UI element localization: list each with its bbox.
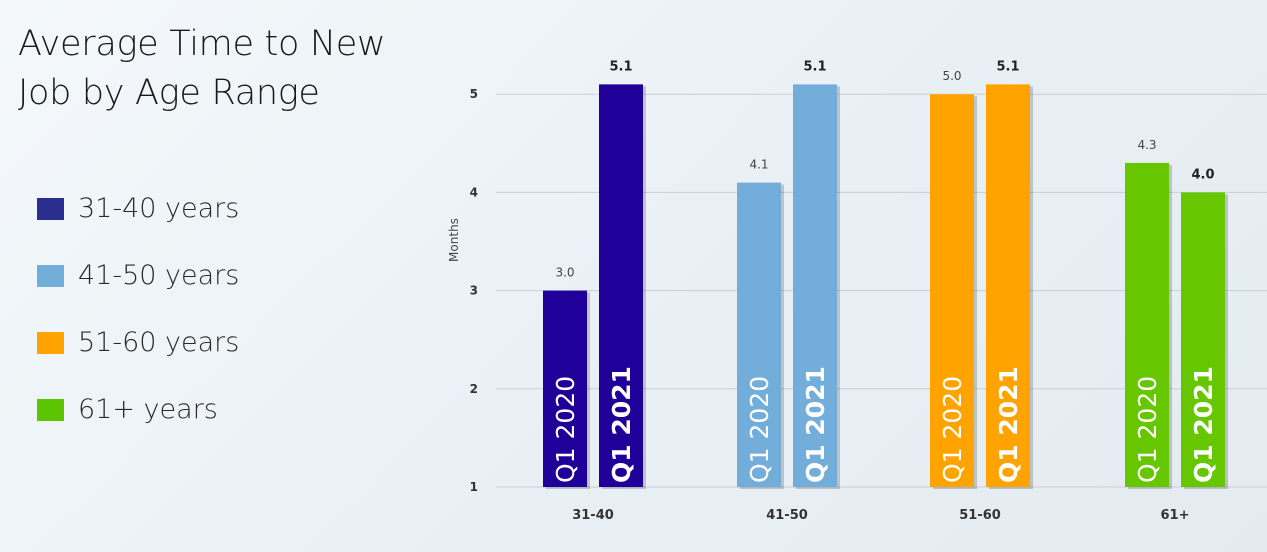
legend-item-41-50: 41-50 years [37,242,239,309]
bar [986,84,1030,487]
bar [793,84,837,487]
bar-series-label: Q1 2020 [938,376,967,483]
legend-label: 41-50 years [78,260,240,291]
y-tick-label: 4 [470,185,478,199]
legend-swatch [37,264,64,287]
legend-item-61-plus: 61+ years [37,376,239,443]
bar-series-label: Q1 2020 [1133,376,1162,483]
value-label: 3.0 [555,266,574,280]
bar [1125,162,1169,487]
bar [930,94,974,487]
legend-swatch [37,197,64,220]
bar [543,290,587,487]
bar-series-label: Q1 2020 [745,376,774,483]
bar-series-label: Q1 2020 [551,376,580,483]
value-label: 4.3 [1137,138,1156,152]
bar-series-label: Q1 2021 [1189,366,1218,483]
chart-title: Average Time to New Job by Age Range [18,24,386,113]
x-tick-label: 41-50 [766,508,808,523]
x-tick-label: 51-60 [959,508,1001,523]
value-label: 4.0 [1191,167,1214,182]
x-tick-label: 61+ [1161,508,1190,523]
value-label: 5.1 [609,59,632,74]
bar [599,84,643,487]
bar [1181,192,1225,487]
y-tick-label: 1 [470,480,478,494]
legend-label: 31-40 years [78,193,240,224]
y-tick-label: 5 [470,87,478,101]
y-tick-label: 3 [470,284,478,298]
value-label: 4.1 [749,158,768,172]
legend-label: 61+ years [78,394,218,425]
legend-swatch [37,331,64,354]
value-label: 5.0 [942,69,961,83]
legend-item-31-40: 31-40 years [37,175,239,242]
y-tick-label: 6 [470,0,478,3]
y-tick-label: 2 [470,382,478,396]
x-tick-label: 31-40 [572,508,614,523]
legend-label: 51-60 years [78,327,240,358]
legend-item-51-60: 51-60 years [37,309,239,376]
legend-swatch [37,398,64,421]
bar-series-label: Q1 2021 [994,366,1023,483]
value-label: 5.1 [803,59,826,74]
y-axis-label: Months [447,218,461,262]
bar-series-label: Q1 2021 [607,366,636,483]
value-label: 5.1 [996,59,1019,74]
legend: 31-40 years 41-50 years 51-60 years 61+ … [37,175,239,443]
bar [737,182,781,487]
bar-series-label: Q1 2021 [801,366,830,483]
